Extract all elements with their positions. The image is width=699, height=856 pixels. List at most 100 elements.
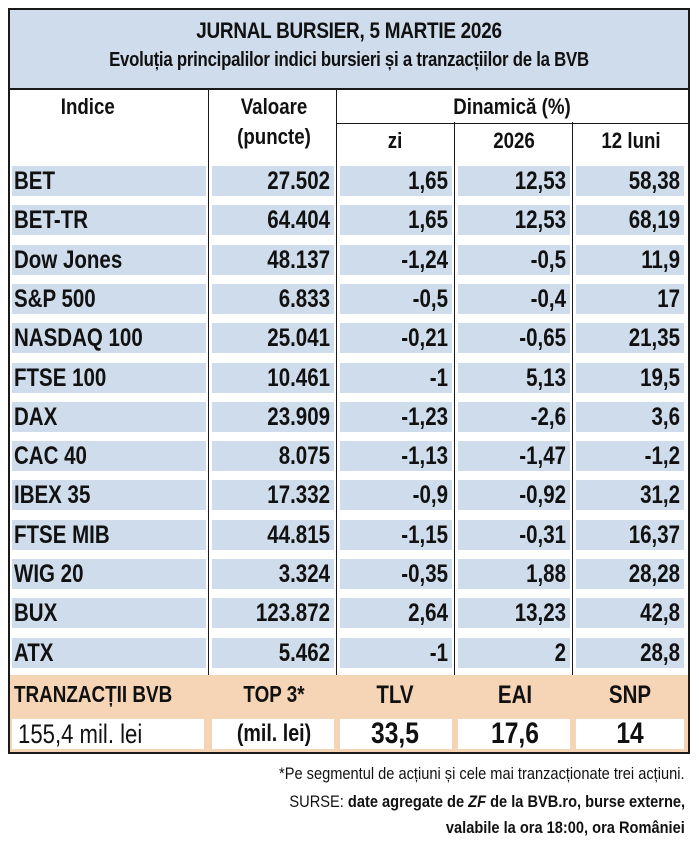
index-12m-change-cell (576, 205, 684, 236)
index-day-change-cell (340, 323, 452, 354)
top1-symbol: TLV (376, 681, 414, 709)
index-day-change-cell (340, 519, 452, 550)
index-value-cell (212, 401, 334, 432)
index-value-cell (212, 637, 334, 668)
index-ytd-change-cell (458, 323, 570, 354)
index-day-change: -0,9 (412, 481, 448, 510)
index-name-cell (12, 559, 206, 589)
index-day-change: -1,15 (401, 520, 448, 549)
table-row: BET-TR 64.404 1,65 12,53 68,19 (10, 203, 688, 236)
index-12m-change: 11,9 (641, 245, 680, 274)
index-12m-change-cell (576, 559, 684, 589)
index-name-cell (12, 401, 206, 432)
index-name: FTSE MIB (14, 520, 110, 549)
index-ytd-change-cell (458, 166, 570, 196)
index-name: NASDAQ 100 (14, 324, 143, 353)
tranzactii-label: TRANZACȚII BVB (14, 681, 173, 707)
index-ytd-change: 1,88 (526, 560, 566, 588)
col-zi: zi (387, 128, 403, 153)
index-value-cell (212, 205, 334, 236)
index-value: 23.909 (267, 402, 330, 431)
table-row: WIG 20 3.324 -0,35 1,88 28,28 (10, 557, 688, 589)
index-name-cell (12, 598, 206, 629)
index-12m-change-cell (576, 480, 684, 511)
divider-2 (336, 88, 337, 675)
index-ytd-change: 5,13 (526, 363, 566, 392)
index-day-change-cell (340, 598, 452, 629)
index-12m-change-cell (576, 401, 684, 432)
index-12m-change: 28,28 (628, 560, 680, 588)
index-value: 25.041 (267, 324, 330, 353)
col-2026: 2026 (493, 128, 535, 153)
index-name: FTSE 100 (14, 363, 107, 392)
index-name-cell (12, 637, 206, 668)
index-ytd-change-cell (458, 559, 570, 589)
index-12m-change: 19,5 (640, 363, 680, 392)
index-value: 3.324 (278, 560, 330, 588)
index-day-change-cell (340, 166, 452, 196)
index-day-change: -1,24 (401, 245, 448, 274)
index-name-cell (12, 166, 206, 196)
index-ytd-change: -0,4 (530, 284, 566, 313)
index-day-change: -1 (429, 363, 448, 392)
index-ytd-change-cell (458, 637, 570, 668)
table-row: BUX 123.872 2,64 13,23 42,8 (10, 596, 688, 629)
index-value-cell (212, 559, 334, 589)
index-ytd-change-cell (458, 480, 570, 511)
index-ytd-change-cell (458, 598, 570, 629)
table-row: DAX 23.909 -1,23 -2,6 3,6 (10, 400, 688, 432)
index-value-cell (212, 362, 334, 393)
index-12m-change: 28,8 (640, 638, 680, 667)
index-12m-change-cell (576, 166, 684, 196)
index-day-change-cell (340, 283, 452, 314)
index-value: 8.075 (278, 442, 330, 471)
index-day-change: 1,65 (408, 167, 448, 195)
table-row: CAC 40 8.075 -1,13 -1,47 -1,2 (10, 439, 688, 472)
index-ytd-change: 2 (554, 638, 566, 667)
table-row: Dow Jones 48.137 -1,24 -0,5 11,9 (10, 243, 688, 275)
index-value: 5.462 (278, 638, 330, 667)
index-day-change-cell (340, 637, 452, 668)
index-ytd-change: -0,5 (530, 245, 566, 274)
index-value: 27.502 (267, 167, 330, 195)
index-day-change-cell (340, 244, 452, 275)
top2-symbol: EAI (497, 681, 533, 709)
index-12m-change-cell (576, 519, 684, 550)
tranzactii-bvb: TRANZACȚII BVB 155,4 mil. lei TOP 3* (mi… (10, 675, 688, 752)
footer-note: *Pe segmentul de acțiuni și cele mai tra… (279, 764, 685, 783)
footer-sources: SURSE: date agregate de ZF de la BVB.ro,… (289, 792, 685, 811)
index-name: DAX (14, 402, 58, 431)
index-name: IBEX 35 (14, 481, 91, 510)
top3-unit: (mil. lei) (236, 720, 312, 747)
index-name: BET (14, 167, 55, 195)
index-value-cell (212, 598, 334, 629)
index-value-cell (212, 283, 334, 314)
index-name-cell (12, 205, 206, 236)
divider-4 (572, 122, 573, 675)
index-value-cell (212, 480, 334, 511)
index-12m-change: 42,8 (640, 599, 680, 628)
top3-value: 14 (616, 717, 644, 750)
index-name-cell (12, 441, 206, 472)
index-12m-change: 21,35 (628, 324, 680, 353)
index-ytd-change: 12,53 (514, 167, 566, 195)
index-ytd-change: 12,53 (514, 206, 566, 235)
index-ytd-change-cell (458, 205, 570, 236)
divider-3 (454, 122, 455, 675)
index-day-change: -0,21 (401, 324, 448, 353)
index-value: 123.872 (255, 599, 330, 628)
index-name-cell (12, 519, 206, 550)
top3-symbol: SNP (608, 681, 652, 709)
index-12m-change-cell (576, 637, 684, 668)
table-header: JURNAL BURSIER, 5 MARTIE 2026 Evoluția p… (10, 10, 688, 90)
index-ytd-change-cell (458, 401, 570, 432)
top1-value: 33,5 (371, 717, 419, 750)
index-name: Dow Jones (14, 245, 123, 274)
index-day-change-cell (340, 362, 452, 393)
index-day-change-cell (340, 480, 452, 511)
index-day-change: -1,23 (401, 402, 448, 431)
index-ytd-change-cell (458, 283, 570, 314)
footer-sources-line2: valabile la ora 18:00, ora României (446, 818, 685, 837)
index-day-change: 2,64 (408, 599, 448, 628)
index-12m-change: 31,2 (640, 481, 680, 510)
